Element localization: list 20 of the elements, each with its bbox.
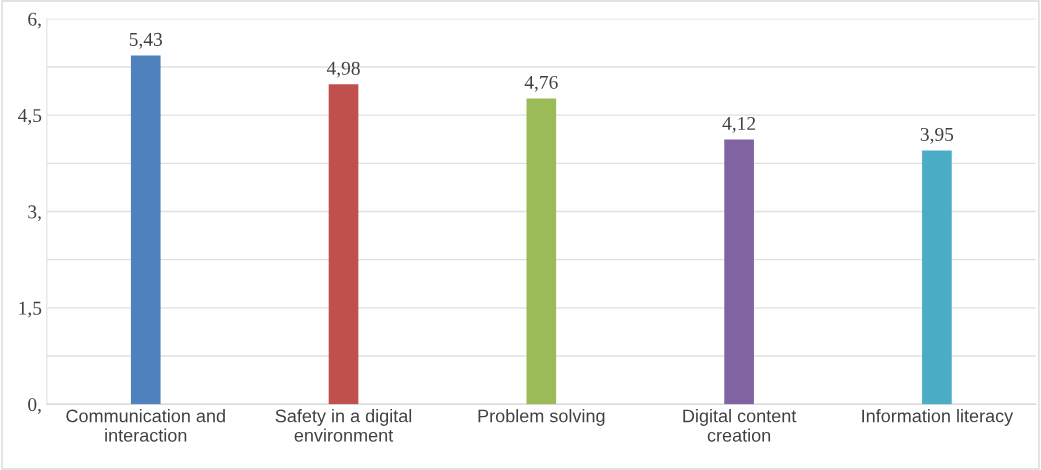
bar: [328, 84, 359, 405]
bar: [526, 98, 557, 405]
bar: [724, 139, 754, 405]
x-tick-label: Information literacy: [862, 409, 1014, 426]
data-label: 4,76: [524, 75, 558, 92]
bar: [922, 150, 952, 405]
data-label: 3,95: [920, 127, 954, 144]
y-tick-label: 3,: [28, 205, 41, 222]
y-tick-label: 6,: [28, 12, 41, 29]
x-tick-label: Safety in a digital environment: [275, 409, 412, 442]
bar: [130, 55, 161, 405]
data-label: 4,12: [722, 116, 756, 133]
x-tick-label: Problem solving: [478, 409, 605, 426]
x-tick-label: Digital content creation: [683, 409, 797, 442]
data-label: 4,98: [326, 61, 360, 78]
y-tick-label: 0,: [28, 398, 41, 414]
y-tick-label: 1,5: [19, 301, 42, 318]
y-tick-label: 4,5: [18, 109, 42, 125]
data-label: 5,43: [129, 32, 162, 49]
x-tick-label: Communication and interaction: [66, 409, 225, 442]
